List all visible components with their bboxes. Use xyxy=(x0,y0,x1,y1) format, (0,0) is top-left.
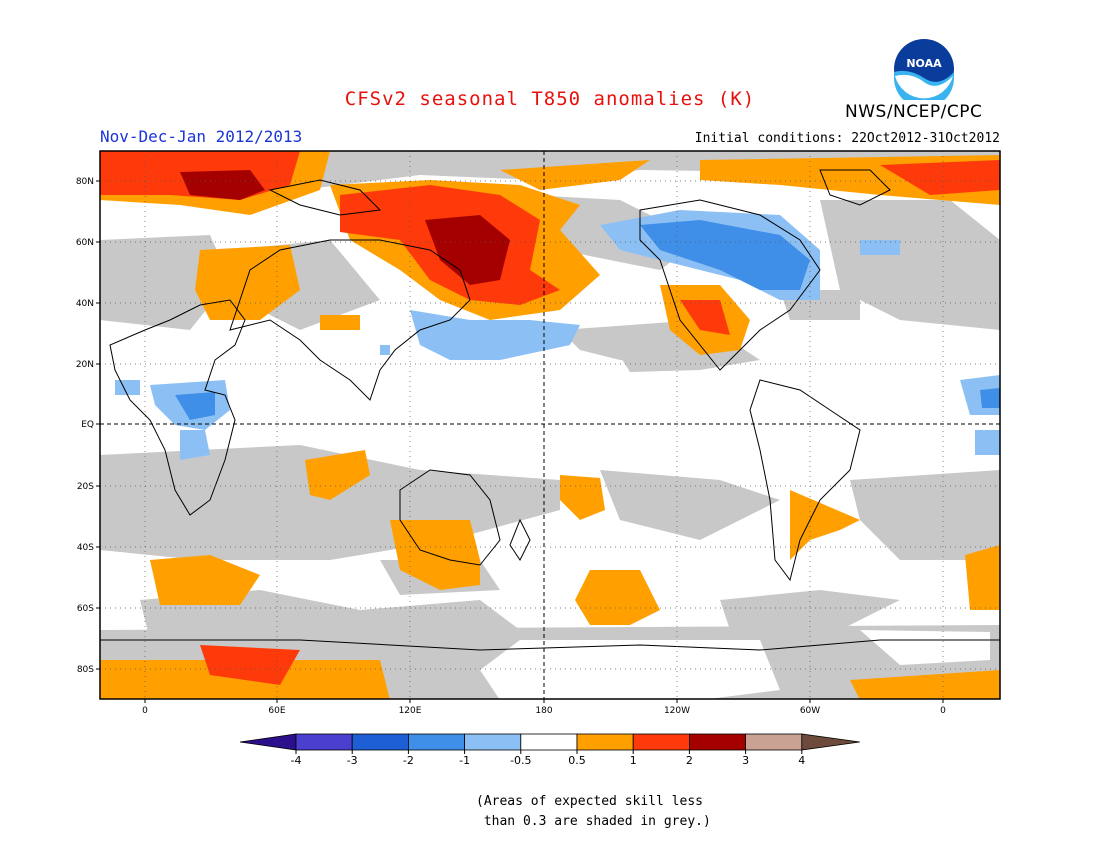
graticule xyxy=(100,151,1000,699)
anomaly-shading xyxy=(100,151,1000,699)
coastlines xyxy=(100,169,1000,651)
colorbar-tick-label: 4 xyxy=(798,754,805,767)
colorbar-segment xyxy=(632,733,690,751)
map-frame xyxy=(99,150,1001,700)
colorbar-tick-label: -1 xyxy=(459,754,470,767)
colorbar-tick-label: 0.5 xyxy=(568,754,586,767)
map-title: CFSv2 seasonal T850 anomalies (K) xyxy=(344,88,756,110)
longitude-labels: 0 60E 120E 180 120W 60W 0 xyxy=(142,699,946,716)
colorbar-tick-label: -0.5 xyxy=(510,754,531,767)
colorbar-tick-label: -2 xyxy=(403,754,414,767)
lat-label: 60S xyxy=(77,604,94,614)
colorbar-segment xyxy=(464,733,522,751)
lon-label: 180 xyxy=(535,706,552,716)
strong-cool-anomaly-areas xyxy=(175,220,1000,420)
lat-label: 80N xyxy=(76,177,94,187)
lon-label: 60E xyxy=(268,706,285,716)
colorbar-tick-label: -3 xyxy=(347,754,358,767)
lon-label: 0 xyxy=(142,706,148,716)
colorbar-labels: -4 -3 -2 -1 -0.5 0.5 1 2 3 4 xyxy=(291,750,805,767)
colorbar-tick-label: 1 xyxy=(630,754,637,767)
colorbar-high-arrow xyxy=(801,733,860,751)
lat-label: 20S xyxy=(77,482,94,492)
lat-label: 60N xyxy=(76,238,94,248)
lon-label: 120W xyxy=(664,706,690,716)
colorbar-segment xyxy=(295,733,353,751)
extreme-warm-anomaly-areas xyxy=(180,170,510,285)
colorbar-segment xyxy=(407,733,465,751)
lat-label: 40S xyxy=(77,543,94,553)
caption-line-1: (Areas of expected skill less xyxy=(476,794,703,809)
caption-line-2: than 0.3 are shaded in grey.) xyxy=(476,814,711,829)
latitude-labels: 80N 60N 40N 20N EQ 20S 40S 60S 80S xyxy=(76,177,100,675)
colorbar xyxy=(239,733,860,751)
lat-label: 80S xyxy=(77,665,94,675)
colorbar-segment xyxy=(745,733,803,751)
colorbar-tick-label: -4 xyxy=(291,754,302,767)
colorbar-segment xyxy=(689,733,747,751)
lon-label: 60W xyxy=(800,706,820,716)
colorbar-low-arrow xyxy=(239,733,297,751)
lon-label: 120E xyxy=(399,706,422,716)
lat-label: 20N xyxy=(76,360,94,370)
colorbar-segment xyxy=(351,733,409,751)
logo-text: NOAA xyxy=(906,57,942,70)
noaa-logo: NOAA xyxy=(893,38,955,108)
agency-label: NWS/NCEP/CPC xyxy=(845,102,983,122)
colorbar-tick-label: 3 xyxy=(742,754,749,767)
colorbar-segment xyxy=(520,733,578,751)
lon-label: 0 xyxy=(940,706,946,716)
initial-conditions-label: Initial conditions: 22Oct2012-31Oct2012 xyxy=(694,131,1000,146)
skill-caption: (Areas of expected skill less than 0.3 a… xyxy=(476,792,711,832)
colorbar-tick-label: 2 xyxy=(686,754,693,767)
colorbar-segment xyxy=(576,733,634,751)
lat-label: 40N xyxy=(76,299,94,309)
season-label: Nov-Dec-Jan 2012/2013 xyxy=(100,127,303,146)
lat-label: EQ xyxy=(81,420,94,430)
